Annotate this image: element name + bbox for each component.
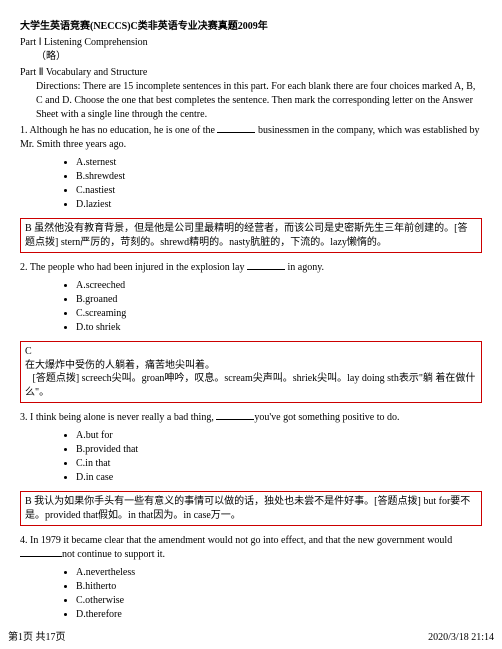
q2-answer-box: C 在大爆炸中受伤的人躺着，痛苦地尖叫着。 [答题点拨] screech尖叫。g… — [20, 341, 482, 403]
q3-answer-text: B 我认为如果你手头有一些有意义的事情可以做的话，独处也未尝不是件好事。[答题点… — [25, 496, 470, 521]
q1-choices: A.sternest B.shrewdest C.nastiest D.lazi… — [76, 156, 482, 212]
q2-answer-line3: [答题点拨] screech尖叫。groan呻吟，叹息。scream尖声叫。sh… — [25, 372, 477, 399]
q3-choice-a: A.but for — [76, 429, 482, 443]
q4-text-pre: 4. In 1979 it became clear that the amen… — [20, 535, 452, 546]
q3-choice-d: D.in case — [76, 471, 482, 485]
q2-answer-line2: 在大爆炸中受伤的人躺着，痛苦地尖叫着。 — [25, 359, 477, 373]
q1-choice-a: A.sternest — [76, 156, 482, 170]
q2-text-pre: 2. The people who had been injured in th… — [20, 262, 247, 273]
q3-text-pre: 3. I think being alone is never really a… — [20, 412, 216, 423]
q4-choice-c: C.otherwise — [76, 594, 482, 608]
footer-timestamp: 2020/3/18 21:14 — [428, 631, 494, 645]
q2-choices: A.screeched B.groaned C.screaming D.to s… — [76, 279, 482, 335]
q1-blank — [217, 124, 255, 133]
directions-text: Directions: There are 15 incomplete sent… — [36, 81, 475, 120]
page-footer: 第1页 共17页 2020/3/18 21:14 — [0, 631, 502, 645]
q2-text-post: in agony. — [285, 262, 324, 273]
question-2: 2. The people who had been injured in th… — [20, 261, 482, 275]
q3-choice-c: C.in that — [76, 457, 482, 471]
q4-choice-b: B.hitherto — [76, 580, 482, 594]
q2-blank — [247, 261, 285, 270]
question-3: 3. I think being alone is never really a… — [20, 411, 482, 425]
q4-text-post: not continue to support it. — [62, 549, 165, 560]
q4-choices: A.nevertheless B.hitherto C.otherwise D.… — [76, 566, 482, 622]
exam-title: 大学生英语竞赛(NECCS)C类非英语专业决赛真题2009年 — [20, 20, 482, 34]
part1-heading: Part Ⅰ Listening Comprehension — [20, 36, 482, 50]
q2-choice-c: C.screaming — [76, 307, 482, 321]
q2-choice-d: D.to shriek — [76, 321, 482, 335]
footer-page-number: 第1页 共17页 — [8, 631, 66, 645]
q2-choice-b: B.groaned — [76, 293, 482, 307]
q3-choice-b: B.provided that — [76, 443, 482, 457]
q1-choice-c: C.nastiest — [76, 184, 482, 198]
question-1: 1. Although he has no education, he is o… — [20, 124, 482, 152]
q4-choice-a: A.nevertheless — [76, 566, 482, 580]
question-4: 4. In 1979 it became clear that the amen… — [20, 534, 482, 562]
q2-answer-line1: C — [25, 345, 477, 359]
part1-skip: （略） — [36, 50, 482, 64]
q1-choice-b: B.shrewdest — [76, 170, 482, 184]
q3-choices: A.but for B.provided that C.in that D.in… — [76, 429, 482, 485]
q3-answer-box: B 我认为如果你手头有一些有意义的事情可以做的话，独处也未尝不是件好事。[答题点… — [20, 491, 482, 526]
part2-directions: Directions: There are 15 incomplete sent… — [36, 80, 482, 122]
q4-choice-d: D.therefore — [76, 608, 482, 622]
q1-choice-d: D.laziest — [76, 198, 482, 212]
q1-answer-box: B 虽然他没有教育背景，但是他是公司里最精明的经营者，而该公司是史密斯先生三年前… — [20, 218, 482, 253]
page-content: 大学生英语竞赛(NECCS)C类非英语专业决赛真题2009年 Part Ⅰ Li… — [20, 20, 482, 622]
part2-heading: Part Ⅱ Vocabulary and Structure — [20, 66, 482, 80]
q3-text-post: you've got something positive to do. — [254, 412, 399, 423]
q1-answer-text: B 虽然他没有教育背景，但是他是公司里最精明的经营者，而该公司是史密斯先生三年前… — [25, 223, 468, 248]
q1-text-pre: 1. Although he has no education, he is o… — [20, 125, 217, 136]
q4-blank — [20, 548, 62, 557]
q3-blank — [216, 411, 254, 420]
q2-choice-a: A.screeched — [76, 279, 482, 293]
